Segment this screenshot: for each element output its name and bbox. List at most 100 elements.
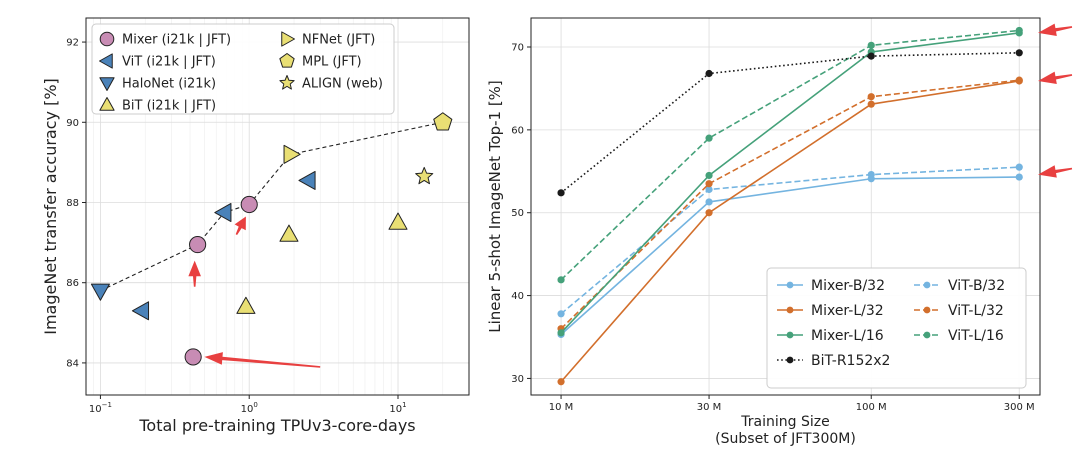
legend-label: ViT (i21k | JFT) (122, 55, 216, 70)
series-point-bit-r152x2 (705, 69, 713, 78)
series-point-vit-b-32 (557, 310, 565, 318)
series-point-vit-b-32 (705, 185, 713, 194)
scatter-point-vit (131, 301, 150, 321)
legend-marker-circle (99, 31, 115, 47)
scatter-point-halonet (90, 283, 110, 301)
scatter-point-bit (388, 212, 408, 230)
legend-label: HaloNet (i21k) (122, 77, 216, 92)
scatter-point-mpl (433, 112, 453, 131)
series-point-mixer-l-16 (705, 171, 713, 180)
series-line-mixer-b-32 (560, 176, 1020, 336)
legend-dot (786, 356, 794, 364)
scatter-point-bit (279, 224, 299, 242)
series-point-vit-l-16 (1015, 26, 1023, 35)
legend-label: ViT-B/32 (948, 278, 1005, 294)
series-point-mixer-l-16 (557, 329, 565, 337)
series-point-vit-l-32 (705, 180, 713, 188)
x-tick-label: 100 M (856, 402, 887, 413)
legend-marker-star (279, 75, 295, 90)
pareto-frontier-line (100, 121, 443, 292)
series-point-vit-b-32 (1015, 163, 1023, 171)
y-tick-label: 86 (66, 278, 79, 289)
legend-label: ViT-L/16 (948, 328, 1004, 344)
series-point-mixer-l-32 (557, 378, 565, 386)
left-legend: Mixer (i21k | JFT) ViT (i21k | JFT) HaloNe… (91, 23, 395, 115)
x-tick-label: 100 (241, 401, 258, 415)
red-arrow-right-1 (1038, 23, 1073, 36)
y-tick-label: 92 (66, 38, 79, 49)
series-point-bit-r152x2 (1015, 49, 1023, 57)
x-axis-label: Total pre-training TPUv3-core-days (138, 416, 415, 435)
scatter-point-vit (214, 202, 232, 223)
y-tick-label: 50 (511, 208, 524, 219)
series-point-vit-l-32 (1015, 76, 1023, 84)
y-tick-label: 88 (66, 198, 79, 209)
series-point-mixer-b-32 (1015, 173, 1023, 181)
series-line-mixer-l-32 (560, 80, 1020, 383)
y-tick-label: 90 (66, 118, 79, 129)
series-point-vit-l-32 (867, 93, 875, 101)
legend-marker-tri-right (281, 31, 295, 47)
series-line-vit-l-32 (560, 79, 1020, 330)
legend-dot (923, 331, 931, 339)
x-tick-label: 30 M (697, 402, 722, 413)
series-point-mixer-b-32 (705, 198, 713, 206)
y-tick-label: 84 (66, 358, 79, 369)
scatter-point-mixer (184, 348, 202, 366)
x-tick-label: 300 M (1004, 402, 1035, 413)
series-point-vit-l-16 (867, 41, 875, 49)
series-point-vit-b-32 (867, 171, 875, 179)
series-point-mixer-l-32 (867, 100, 875, 108)
series-point-vit-l-16 (705, 134, 713, 142)
series-point-bit-r152x2 (557, 189, 565, 197)
left-plot-area (90, 112, 453, 368)
legend-marker-tri-down (99, 77, 115, 91)
x-tick-label: 10 M (549, 402, 574, 413)
series-line-bit-r152x2 (560, 52, 1020, 194)
legend-label: Mixer-L/32 (811, 303, 884, 319)
right-plot-frame (530, 17, 1041, 396)
right-legend: Mixer-B/32 ViT-B/32 Mixer-L/32 ViT-L/32 Mixe… (766, 267, 1027, 389)
legend-marker-pentagon (279, 53, 295, 68)
x-tick-label: 101 (389, 401, 406, 415)
series-line-mixer-l-16 (560, 32, 1020, 334)
legend-label: NFNet (JFT) (302, 33, 375, 48)
legend-dot (786, 331, 794, 339)
legend-dot (786, 281, 794, 289)
scatter-point-align (415, 166, 434, 185)
legend-label: Mixer (i21k | JFT) (122, 33, 231, 48)
y-tick-label: 60 (511, 125, 524, 136)
red-arrow-right-3 (1038, 165, 1073, 178)
scatter-point-nfnet (283, 144, 301, 164)
scatter-point-mixer (189, 236, 207, 254)
red-arrow-right-2 (1038, 71, 1073, 85)
scatter-point-bit (236, 296, 256, 314)
red-arrow-2 (188, 260, 201, 287)
legend-marker-tri-up (99, 97, 115, 111)
y-tick-label: 40 (511, 291, 524, 302)
right-line-chart: 30 40 50 60 70 10 M 30 M 100 M 300 M Training Siz… (486, 17, 1073, 447)
legend-label: BiT (i21k | JFT) (122, 99, 216, 114)
x-tick-label: 10−1 (89, 401, 112, 415)
legend-dot (923, 281, 931, 289)
series-line-vit-b-32 (560, 166, 1020, 315)
legend-box (766, 267, 1027, 389)
scatter-point-mixer (240, 195, 258, 214)
red-arrow-3 (234, 216, 246, 235)
legend-label: ALIGN (web) (302, 77, 383, 92)
red-arrow-1 (204, 352, 321, 368)
series-line-vit-l-16 (560, 29, 1020, 281)
legend-box (91, 23, 395, 115)
legend-dot (923, 306, 931, 314)
y-tick-label: 30 (511, 374, 524, 385)
legend-marker-tri-left (99, 53, 113, 69)
x-axis-label: Training Size (740, 414, 829, 430)
scatter-point-vit (298, 170, 316, 190)
y-axis-label: ImageNet transfer accuracy [%] (41, 78, 60, 335)
left-plot-frame (85, 17, 470, 396)
legend-dot (786, 306, 794, 314)
legend-label: MPL (JFT) (302, 55, 362, 70)
right-plot-area (557, 26, 1023, 386)
legend-label: BiT-R152x2 (811, 353, 890, 369)
